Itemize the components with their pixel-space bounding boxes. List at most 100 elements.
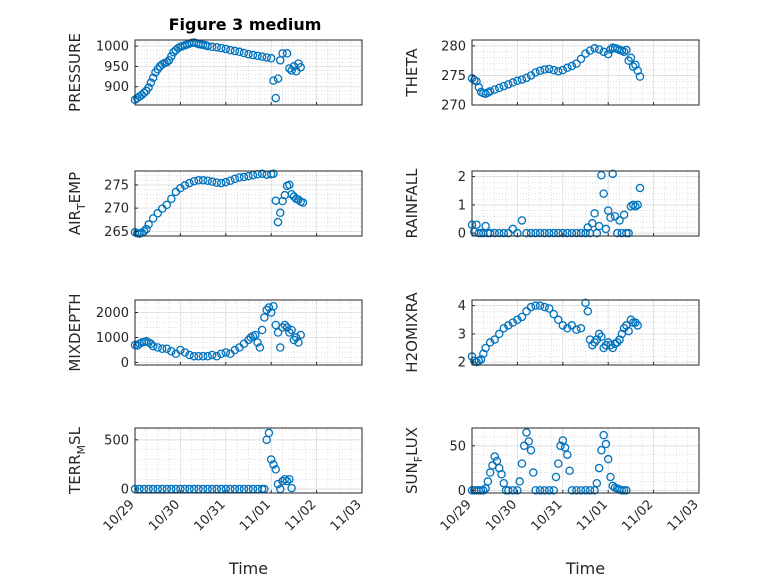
panel-h2omixra: 2 3 4 H2OMIXRA [403,292,700,373]
data-point [563,450,572,459]
data-point [551,472,561,482]
panel-air-temp: 265 270 275 AIRTEMP [66,169,363,240]
data-point [535,301,545,310]
data-point [615,335,624,344]
data-point [269,76,278,85]
y-tick-label: 3 [458,327,466,342]
data-point [531,68,540,77]
data-point [544,64,554,74]
data-point [255,343,265,352]
data-point [176,345,185,355]
data-point [597,446,606,455]
x-axis-label: Time [228,559,268,578]
data-point [273,74,283,83]
data-point [251,330,260,340]
data-point [499,81,509,91]
data-point [235,47,244,57]
panel-pressure: 900 950 1000 PRESSURE [66,33,363,112]
data-point [198,351,208,361]
data-point [581,298,590,308]
data-point [198,176,208,185]
data-point [619,47,629,57]
data-point [490,335,499,344]
figure-title: Figure 3 medium [169,15,322,34]
data-point [271,465,280,474]
data-point [619,210,629,220]
data-point [260,313,269,322]
axes-box [134,39,363,106]
data-point [531,228,540,238]
x-tick-label: 11/01 [574,497,611,534]
data-point [572,59,581,68]
data-point [567,228,577,238]
data-point [601,224,611,234]
data-point [226,45,235,55]
data-point [148,341,158,351]
data-point [203,351,212,361]
data-point [554,459,563,468]
data-point [146,339,156,348]
data-point [226,176,235,185]
data-point [508,486,518,495]
y-tick-label: 0 [121,483,129,498]
data-point [529,468,538,477]
data-point [296,62,305,72]
data-point [139,227,149,236]
data-point [244,49,253,59]
data-point [583,223,593,232]
data-point [157,344,167,353]
axes-box [134,299,363,366]
data-point [264,428,274,438]
data-point [624,326,633,336]
data-point [212,43,221,52]
data-point [567,61,577,71]
data-point [504,486,513,495]
data-point [554,315,563,325]
panel-sun-flux: 0 50 SUNFLUX 10/29 10/30 10/31 11/01 11/02 11/03… [403,427,702,578]
data-point [617,329,627,339]
data-point [479,486,488,495]
data-point [285,180,294,190]
data-point [262,53,271,62]
data-point [194,176,203,185]
data-point [633,321,642,330]
data-point [606,472,615,482]
data-point [282,323,292,332]
x-tick-label: 11/03 [328,497,365,534]
axes-box [471,170,700,237]
data-point [594,221,604,231]
data-point [280,474,290,484]
data-point [253,338,262,347]
y-axis-label: AIRTEMP [66,172,88,235]
data-point [189,176,199,186]
y-tick-label: 900 [104,80,129,95]
data-point [269,169,278,179]
data-point [485,87,495,96]
data-point [269,460,278,469]
data-point [619,486,629,495]
data-point [590,44,599,53]
data-point [148,73,158,83]
data-point [592,478,602,488]
y-axis-label: MIXDEPTH [66,293,84,371]
data-point [248,50,258,60]
data-point [513,486,522,495]
data-point [146,78,156,87]
x-tick-label: 11/03 [665,497,702,534]
data-point [185,350,194,360]
data-point [264,303,274,312]
data-point [212,178,221,187]
axes-box [134,427,363,494]
y-tick-label: 270 [104,202,129,217]
data-point [535,228,545,238]
data-point [540,302,549,312]
data-point [490,452,499,461]
data-point [490,228,499,238]
data-point [513,228,522,238]
data-point [513,315,522,325]
data-point [563,324,572,333]
x-tick-label: 10/30 [146,497,183,534]
data-point [517,216,527,225]
x-axis-label: Time [565,559,605,578]
